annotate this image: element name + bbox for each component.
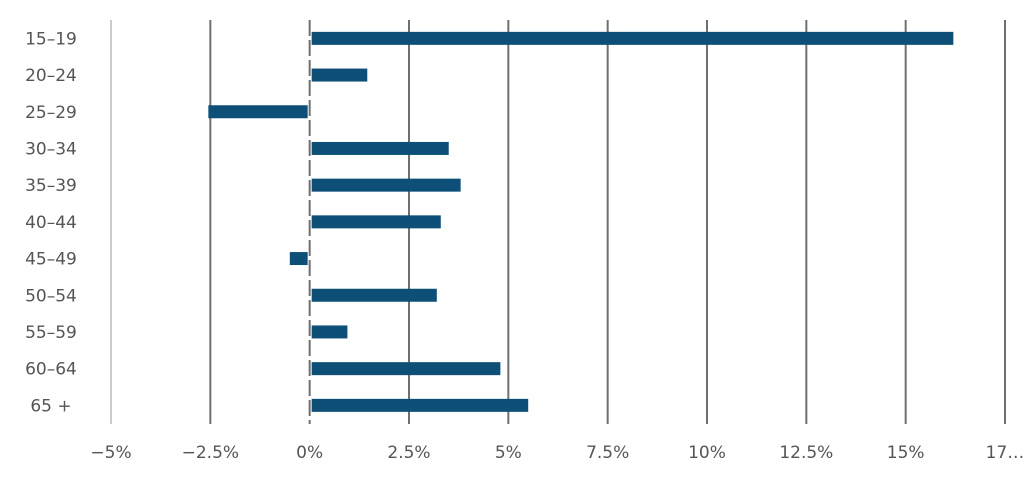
x-tick-label: −5%	[90, 443, 131, 463]
bar	[311, 141, 449, 155]
category-label: 50–54	[25, 286, 77, 306]
x-tick-label: 2.5%	[387, 443, 430, 463]
bar	[311, 68, 368, 82]
category-label: 20–24	[25, 66, 77, 86]
gridlines	[110, 20, 1006, 424]
category-label: 30–34	[25, 139, 77, 159]
x-tick-labels: −5% −2.5% 0% 2.5% 5% 7.5% 10% 12.5% 15% 17…	[90, 443, 1024, 463]
x-tick-label: 10%	[688, 443, 726, 463]
bar	[311, 325, 348, 339]
bar	[208, 105, 308, 119]
category-label: 40–44	[25, 213, 77, 233]
x-tick-label: −2.5%	[182, 443, 239, 463]
bar	[311, 398, 529, 412]
category-label: 45–49	[25, 250, 77, 270]
category-label: 15–19	[25, 29, 77, 49]
bar	[311, 31, 954, 45]
x-tick-label: 17…	[986, 443, 1024, 463]
bars	[208, 31, 954, 412]
category-label: 65 +	[30, 396, 71, 416]
bar	[311, 288, 437, 302]
x-tick-label: 12.5%	[779, 443, 833, 463]
bar	[289, 252, 308, 266]
x-tick-label: 15%	[887, 443, 925, 463]
bar	[311, 215, 441, 229]
category-label: 60–64	[25, 360, 77, 380]
bar	[311, 178, 461, 192]
category-label: 25–29	[25, 103, 77, 123]
x-tick-label: 0%	[296, 443, 323, 463]
category-labels: 15–19 20–24 25–29 30–34 35–39 40–44 45–49 50–54…	[25, 29, 77, 416]
category-label: 35–39	[25, 176, 77, 196]
x-tick-label: 7.5%	[586, 443, 629, 463]
x-tick-label: 5%	[495, 443, 522, 463]
bar	[311, 362, 501, 376]
category-label: 55–59	[25, 323, 77, 343]
